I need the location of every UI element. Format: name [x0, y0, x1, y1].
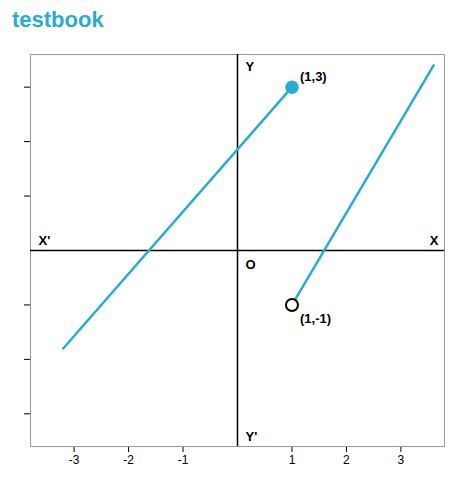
svg-text:(1,-1): (1,-1)	[300, 311, 331, 326]
svg-text:X': X'	[39, 233, 51, 248]
svg-text:Y: Y	[246, 59, 255, 74]
svg-text:-3: -3	[69, 453, 80, 467]
svg-text:-2: -2	[123, 453, 134, 467]
svg-text:X: X	[430, 233, 439, 248]
svg-text:1: 1	[289, 453, 296, 467]
svg-text:Y': Y'	[246, 429, 258, 444]
svg-text:3: 3	[398, 453, 405, 467]
svg-text:-1: -1	[178, 453, 189, 467]
svg-text:O: O	[246, 257, 256, 272]
svg-text:(1,3): (1,3)	[300, 69, 327, 84]
html-text:testbook: testbook	[12, 7, 104, 32]
svg-text:2: 2	[343, 453, 350, 467]
